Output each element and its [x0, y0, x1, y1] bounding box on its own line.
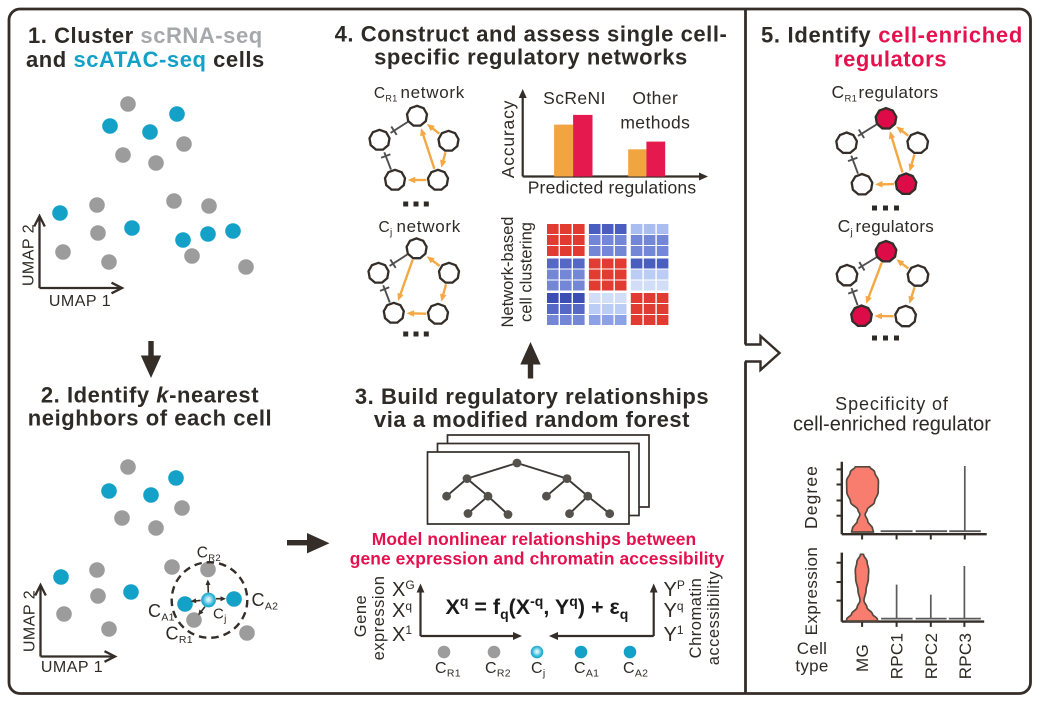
- svg-text:UMAP 1: UMAP 1: [41, 659, 103, 676]
- svg-text:CA2: CA2: [623, 660, 648, 680]
- svg-text:Cj: Cj: [379, 219, 393, 239]
- svg-text:RPC1: RPC1: [888, 633, 907, 680]
- svg-text:CR1: CR1: [435, 660, 461, 680]
- svg-text:Expression: Expression: [802, 547, 821, 636]
- svg-text:Degree: Degree: [801, 465, 821, 529]
- svg-text:ScReNI: ScReNI: [543, 88, 606, 108]
- svg-text:UMAP 2: UMAP 2: [22, 590, 39, 652]
- svg-text:UMAP 1: UMAP 1: [49, 293, 111, 310]
- svg-text:CR1: CR1: [374, 85, 398, 104]
- svg-text:type: type: [795, 657, 828, 676]
- svg-text:Specificity of: Specificity of: [835, 394, 949, 414]
- svg-text:CR1: CR1: [166, 624, 193, 647]
- svg-text:CR2: CR2: [197, 545, 221, 565]
- svg-text:cell-enriched regulator: cell-enriched regulator: [793, 414, 991, 436]
- svg-text:expression: expression: [370, 576, 388, 661]
- svg-text:5. Identify cell-enriched: 5. Identify cell-enriched: [761, 23, 1023, 48]
- svg-text:Network-based: Network-based: [499, 217, 517, 328]
- svg-text:methods: methods: [620, 113, 690, 133]
- svg-text:X1: X1: [392, 623, 412, 646]
- svg-text:Accuracy: Accuracy: [498, 100, 518, 178]
- svg-text:RPC3: RPC3: [956, 633, 975, 680]
- svg-text:and scATAC-seq cells: and scATAC-seq cells: [26, 47, 265, 72]
- svg-text:MG: MG: [853, 644, 872, 672]
- svg-text:3. Build regulatory relationsh: 3. Build regulatory relationships: [355, 384, 709, 409]
- svg-text:Cell: Cell: [797, 639, 828, 658]
- svg-text:regulators: regulators: [859, 83, 939, 102]
- svg-text:specific regulatory networks: specific regulatory networks: [374, 45, 688, 70]
- svg-text:Cj: Cj: [531, 660, 546, 680]
- svg-text:2. Identify k-nearest: 2. Identify k-nearest: [41, 383, 259, 408]
- svg-text:network: network: [401, 83, 465, 102]
- svg-text:Cj: Cj: [213, 606, 227, 626]
- svg-text:UMAP 2: UMAP 2: [21, 224, 38, 286]
- svg-text:network: network: [397, 217, 461, 236]
- svg-text:Xq = fq(X-q, Yq) + εq: Xq = fq(X-q, Yq) + εq: [446, 593, 629, 622]
- svg-text:Predicted regulations: Predicted regulations: [528, 178, 697, 198]
- svg-text:accessibility: accessibility: [705, 570, 723, 665]
- svg-text:RPC2: RPC2: [922, 633, 941, 680]
- svg-text:cell clustering: cell clustering: [518, 222, 536, 322]
- svg-text:Model nonlinear relationships: Model nonlinear relationships between: [372, 529, 697, 549]
- svg-text:regulators: regulators: [834, 46, 947, 71]
- svg-text:CR2: CR2: [485, 660, 511, 680]
- svg-text:Cj: Cj: [838, 216, 853, 239]
- svg-text:4. Construct and assess single: 4. Construct and assess single cell-: [335, 22, 728, 47]
- svg-text:Yq: Yq: [664, 599, 684, 622]
- svg-text:via a modified random forest: via a modified random forest: [374, 407, 690, 432]
- svg-text:Chromatin: Chromatin: [687, 578, 705, 659]
- svg-text:CR1: CR1: [832, 82, 858, 105]
- svg-text:Y1: Y1: [664, 623, 684, 646]
- svg-text:gene expression and chromatin: gene expression and chromatin accessibil…: [350, 549, 725, 569]
- svg-text:XG: XG: [392, 578, 415, 601]
- svg-text:YP: YP: [664, 578, 685, 601]
- svg-text:CA1: CA1: [574, 660, 599, 680]
- svg-text:Other: Other: [632, 88, 678, 108]
- svg-text:Gene: Gene: [352, 595, 370, 637]
- svg-text:regulators: regulators: [856, 217, 935, 236]
- svg-text:1. Cluster scRNA-seq: 1. Cluster scRNA-seq: [28, 23, 263, 48]
- svg-text:neighbors of each cell: neighbors of each cell: [28, 406, 272, 431]
- svg-text:Xq: Xq: [392, 599, 412, 622]
- svg-text:CA2: CA2: [252, 590, 279, 613]
